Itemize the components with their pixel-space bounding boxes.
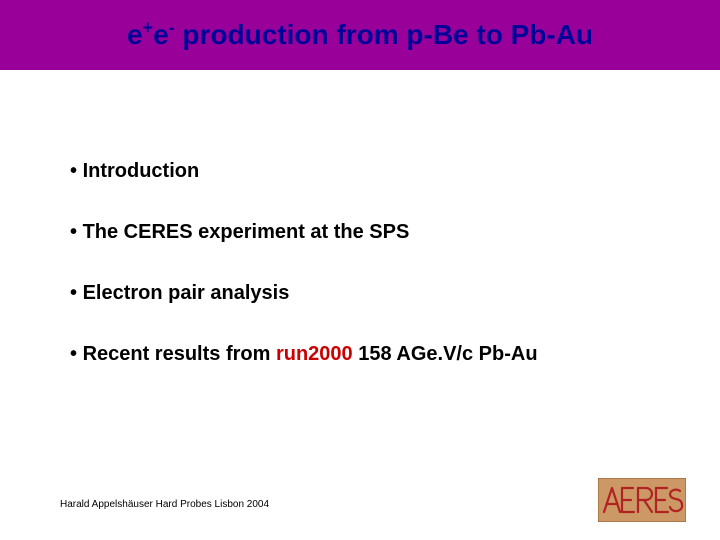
bullet-prefix: • bbox=[70, 343, 83, 365]
bullet-prefix: • bbox=[70, 160, 83, 182]
ceres-logo-svg bbox=[598, 478, 686, 522]
bullet-3: • Electron pair analysis bbox=[70, 282, 650, 305]
title-part-e1: e bbox=[127, 19, 143, 50]
title-sup-plus: + bbox=[143, 18, 154, 38]
bullet-suffix: 158 AGe.V/c Pb-Au bbox=[353, 343, 538, 365]
title-bar: e+e- production from p-Be to Pb-Au bbox=[0, 0, 720, 70]
bullet-text: Recent results from bbox=[83, 343, 276, 365]
bullet-text: The CERES experiment at the SPS bbox=[83, 221, 410, 243]
slide-title: e+e- production from p-Be to Pb-Au bbox=[127, 19, 593, 51]
bullet-4: • Recent results from run2000 158 AGe.V/… bbox=[70, 343, 650, 366]
ceres-logo bbox=[598, 478, 686, 522]
bullet-highlight: run2000 bbox=[276, 343, 353, 365]
content-area: • Introduction • The CERES experiment at… bbox=[0, 70, 720, 366]
title-part-e2: e bbox=[153, 19, 169, 50]
bullet-1: • Introduction bbox=[70, 160, 650, 183]
bullet-prefix: • bbox=[70, 282, 83, 304]
bullet-2: • The CERES experiment at the SPS bbox=[70, 221, 650, 244]
bullet-text: Introduction bbox=[83, 160, 200, 182]
title-rest: production from p-Be to Pb-Au bbox=[175, 19, 593, 50]
bullet-prefix: • bbox=[70, 221, 83, 243]
bullet-text: Electron pair analysis bbox=[83, 282, 290, 304]
footer-text: Harald Appelshäuser Hard Probes Lisbon 2… bbox=[60, 499, 269, 510]
